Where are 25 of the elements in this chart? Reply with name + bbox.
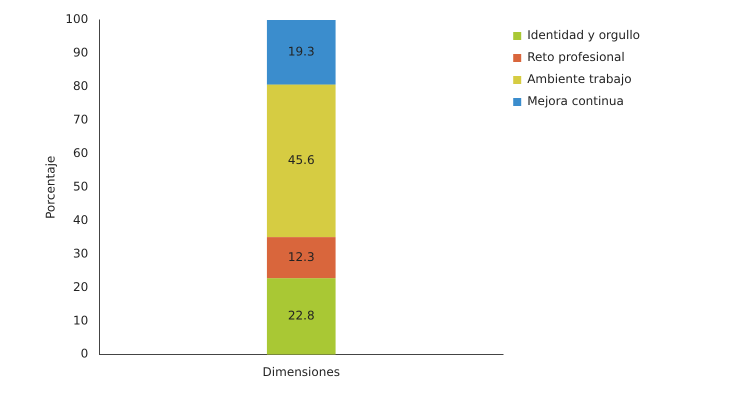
data-label: 12.3 [288, 250, 315, 264]
legend-label: Reto profesional [527, 50, 625, 64]
y-tick-label: 40 [73, 212, 88, 227]
data-label: 19.3 [288, 44, 315, 58]
bar [266, 237, 336, 278]
data-label: 45.6 [288, 152, 315, 167]
y-tick-label: 10 [73, 313, 88, 328]
y-tick-label: 20 [73, 280, 88, 294]
data-label: 22.8 [288, 308, 315, 323]
y-tick-label: 80 [73, 79, 88, 94]
y-tick-label: 30 [73, 246, 88, 260]
y-tick-label: 100 [65, 12, 88, 26]
y-tick-label: 70 [73, 112, 88, 127]
bar [266, 20, 336, 85]
bar [266, 84, 336, 238]
y-axis-title: Porcentaje [43, 156, 58, 219]
y-tick-label: 60 [73, 146, 88, 160]
y-tick-label: 0 [80, 346, 88, 361]
x-tick-label: Dimensiones [262, 364, 340, 379]
legend-label: Identidad y orgullo [527, 28, 640, 42]
legend-label: Mejora continua [527, 94, 624, 108]
y-tick-label: 50 [73, 179, 88, 194]
y-tick-label: 90 [73, 46, 88, 60]
legend-label: Ambiente trabajo [527, 72, 632, 86]
bar [266, 278, 336, 355]
